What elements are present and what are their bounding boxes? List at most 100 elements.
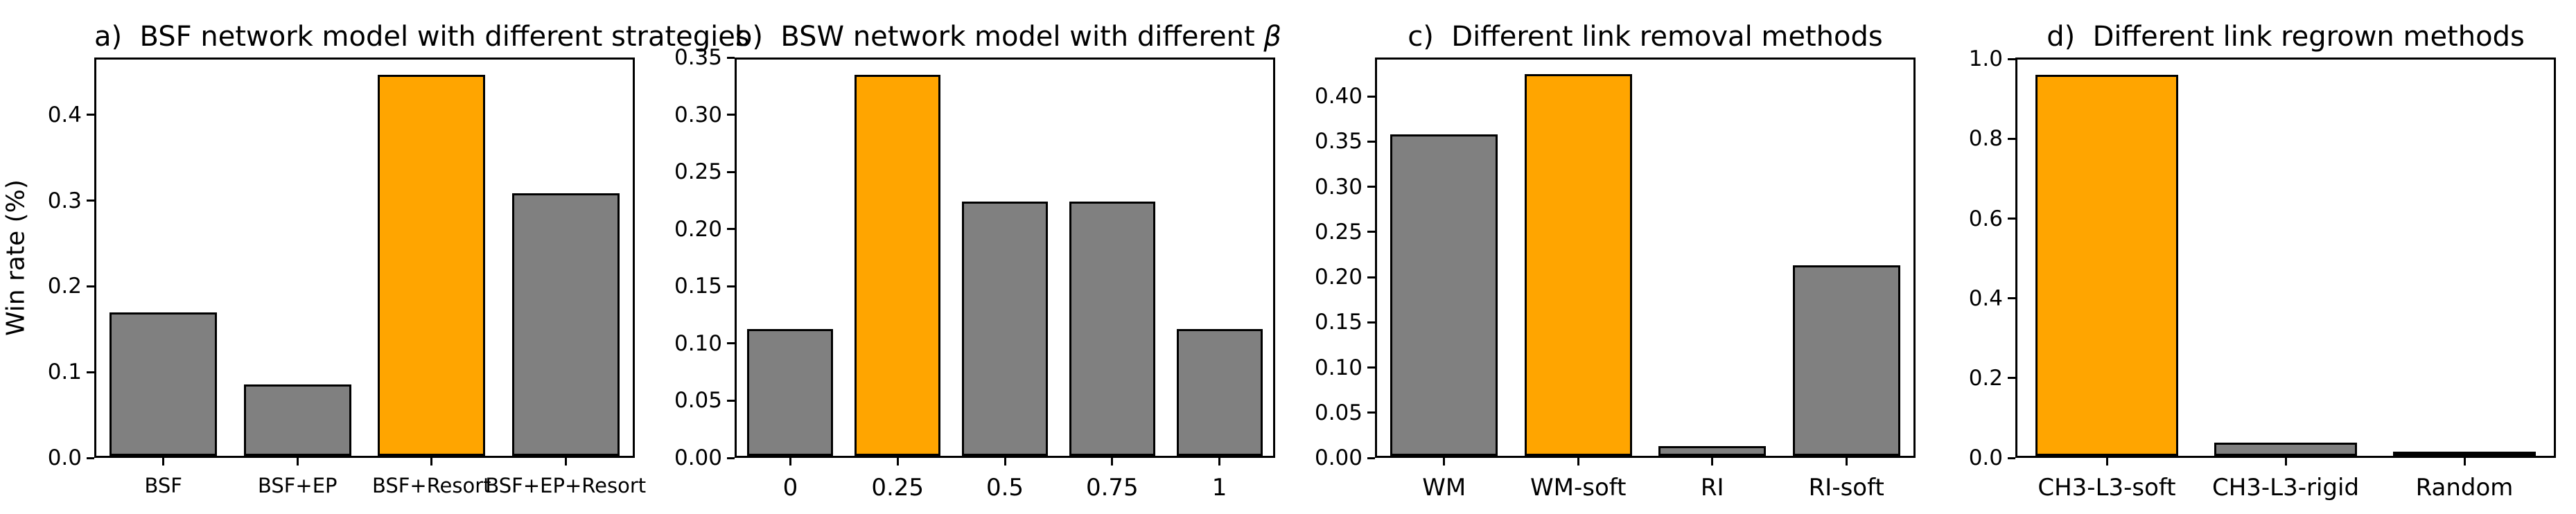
x-tick-mark: [1845, 458, 1848, 466]
y-tick-label: 0.30: [1314, 174, 1363, 200]
y-tick-label: 0.8: [1968, 126, 2003, 152]
panel-d: d) Different link regrown methods 0.0 0.2…: [1918, 0, 2570, 514]
x-tick-label: BSF+EP+Resort: [485, 474, 647, 497]
y-tick-mark: [1367, 186, 1375, 188]
y-tick-mark: [2008, 218, 2015, 220]
x-tick-mark: [2105, 458, 2108, 466]
y-tick-mark: [1367, 457, 1375, 459]
bar-WM: [1390, 134, 1498, 456]
y-tick-mark: [87, 371, 94, 373]
x-tick-label: RI-soft: [1808, 474, 1884, 502]
y-tick-mark: [727, 170, 735, 173]
y-tick-mark: [2008, 297, 2015, 300]
bar-CH3-L3-soft: [2035, 74, 2179, 456]
x-tick-mark: [1004, 458, 1006, 466]
bar-0.25: [855, 75, 941, 456]
y-tick-mark: [2008, 377, 2015, 380]
x-tick-mark: [1443, 458, 1446, 466]
y-tick-label: 0.30: [674, 102, 722, 127]
x-tick-mark: [296, 458, 299, 466]
y-tick-mark: [2008, 137, 2015, 140]
y-tick-mark: [727, 457, 735, 459]
y-tick-label: 0.25: [1314, 219, 1363, 245]
y-tick-label: 0.40: [1314, 84, 1363, 109]
y-tick-label: 0.35: [674, 45, 722, 70]
x-tick-label: BSF+EP: [257, 474, 338, 497]
y-tick-label: 0.00: [1314, 445, 1363, 470]
x-tick-mark: [162, 458, 165, 466]
bar-Random: [2392, 451, 2536, 456]
y-tick-label: 0.4: [47, 102, 82, 127]
y-tick-label: 0.00: [674, 445, 722, 470]
y-tick-label: 0.0: [47, 445, 82, 470]
x-tick-mark: [1218, 458, 1221, 466]
y-tick-label: 0.05: [1314, 400, 1363, 425]
y-tick-label: 0.20: [1314, 265, 1363, 290]
x-tick-label: CH3-L3-soft: [2038, 474, 2176, 502]
x-tick-label: Random: [2415, 474, 2514, 502]
y-tick-mark: [1367, 231, 1375, 233]
beta-symbol: β: [1263, 21, 1281, 53]
y-tick-mark: [1367, 411, 1375, 414]
y-tick-mark: [727, 399, 735, 402]
y-tick-mark: [1367, 366, 1375, 369]
bar-0.75: [1069, 202, 1155, 456]
y-tick-label: 0.6: [1968, 206, 2003, 231]
panel-a-plot-area: [94, 57, 635, 458]
x-tick-mark: [896, 458, 899, 466]
y-tick-label: 0.0: [1968, 445, 2003, 470]
x-tick-mark: [1711, 458, 1714, 466]
y-tick-mark: [1367, 321, 1375, 324]
y-tick-label: 0.10: [1314, 355, 1363, 380]
x-tick-mark: [1111, 458, 1114, 466]
y-tick-mark: [87, 285, 94, 287]
y-tick-label: 0.1: [47, 360, 82, 385]
y-tick-mark: [727, 56, 735, 59]
bar-1: [1176, 328, 1263, 456]
panel-c: c) Different link removal methods 0.00 0.…: [1278, 0, 1929, 514]
y-tick-label: 1.0: [1968, 46, 2003, 72]
panel-c-title: c) Different link removal methods: [1408, 21, 1883, 53]
y-tick-mark: [87, 114, 94, 116]
bar-0: [747, 328, 834, 456]
x-tick-mark: [789, 458, 791, 466]
x-tick-mark: [1577, 458, 1579, 466]
y-tick-label: 0.2: [1968, 365, 2003, 391]
x-tick-label: 0.5: [985, 474, 1024, 502]
x-tick-mark: [430, 458, 433, 466]
x-tick-mark: [2463, 458, 2466, 466]
panel-d-plot-area: [2015, 57, 2556, 458]
y-tick-mark: [87, 200, 94, 202]
bar-CH3-L3-rigid: [2214, 443, 2358, 456]
bar-0.5: [962, 202, 1048, 456]
x-tick-label: BSF+Resort: [371, 474, 491, 497]
y-tick-label: 0.2: [47, 274, 82, 299]
panel-b-title: b) BSW network model with different β: [735, 21, 1281, 53]
bar-RI: [1658, 445, 1767, 456]
y-tick-mark: [727, 228, 735, 231]
y-tick-label: 0.05: [674, 388, 722, 414]
y-tick-mark: [2008, 457, 2015, 459]
panel-a: a) BSF network model with different stra…: [0, 0, 750, 514]
panel-b-plot-area: [735, 57, 1275, 458]
bar-BSF: [109, 312, 218, 456]
y-tick-mark: [2008, 57, 2015, 60]
y-tick-label: 0.20: [674, 216, 722, 242]
bar-RI-soft: [1792, 265, 1900, 456]
x-tick-label: WM-soft: [1530, 474, 1627, 502]
y-tick-label: 0.4: [1968, 285, 2003, 311]
y-tick-mark: [1367, 140, 1375, 143]
panel-d-title: d) Different link regrown methods: [2047, 21, 2525, 53]
x-tick-label: 0: [782, 474, 798, 502]
y-tick-label: 0.15: [1314, 310, 1363, 335]
y-tick-mark: [1367, 95, 1375, 98]
x-tick-label: CH3-L3-rigid: [2211, 474, 2360, 502]
y-tick-mark: [727, 114, 735, 116]
x-tick-label: WM: [1422, 474, 1466, 502]
bar-BSF+Resort: [378, 75, 486, 456]
y-tick-label: 0.15: [674, 274, 722, 299]
y-tick-mark: [1367, 276, 1375, 278]
x-tick-mark: [2284, 458, 2287, 466]
x-tick-label: BSF: [144, 474, 182, 497]
bar-WM-soft: [1524, 74, 1632, 456]
